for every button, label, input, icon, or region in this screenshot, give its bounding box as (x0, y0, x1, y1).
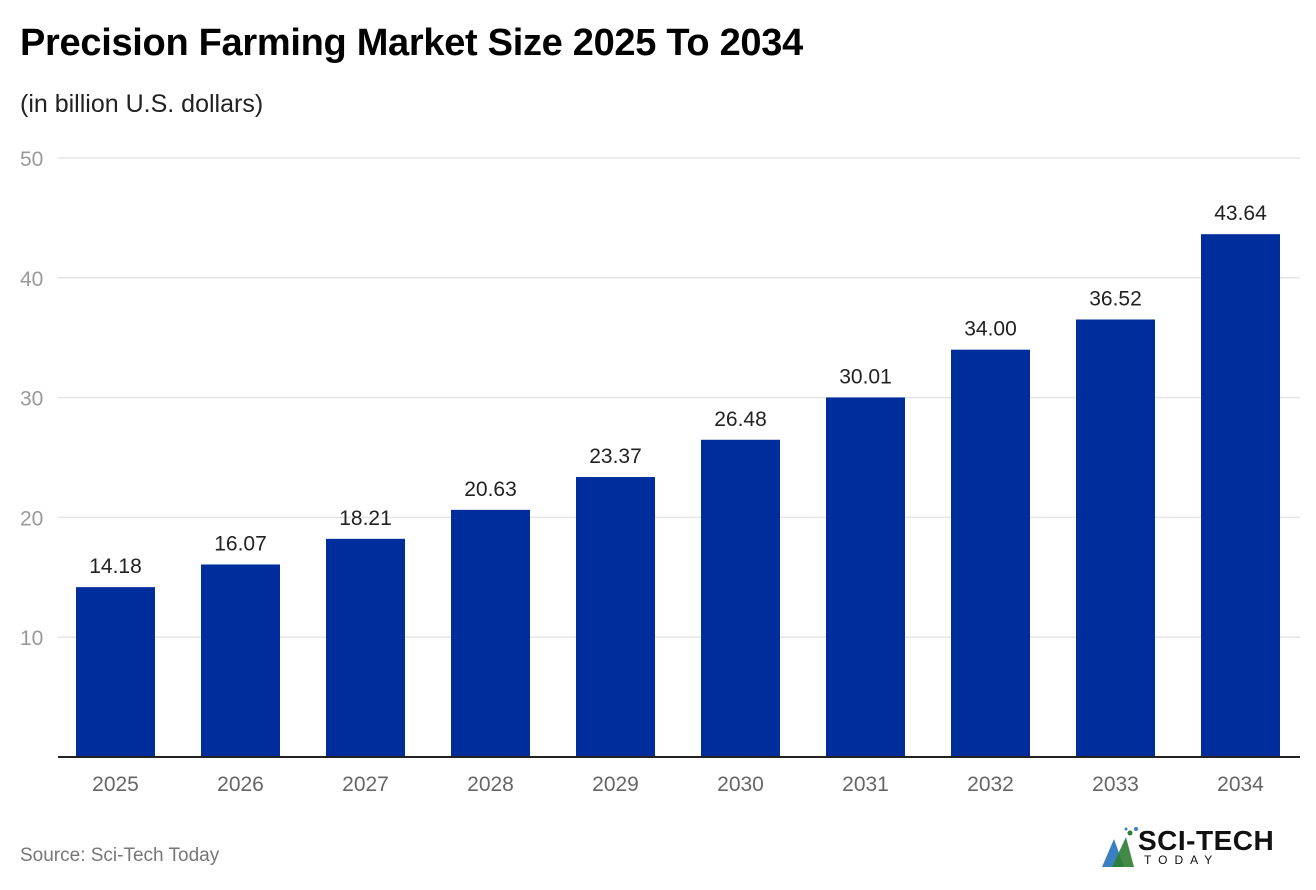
y-tick-label: 30 (20, 388, 43, 411)
y-tick-label: 10 (20, 627, 43, 650)
bar-2032 (951, 349, 1030, 757)
x-tick-label: 2033 (1092, 773, 1139, 796)
sci-tech-today-logo: SCI-TECH TODAY (1100, 825, 1280, 870)
data-label: 36.52 (1089, 287, 1142, 310)
chart-title: Precision Farming Market Size 2025 To 20… (20, 22, 803, 64)
data-label: 20.63 (464, 478, 517, 501)
bar-2025 (76, 587, 155, 757)
x-tick-label: 2029 (592, 773, 639, 796)
x-tick-label: 2028 (467, 773, 514, 796)
logo-text: SCI-TECH (1138, 825, 1275, 856)
source-note: Source: Sci-Tech Today (20, 845, 220, 866)
bar-2033 (1076, 319, 1155, 757)
bar-2029 (576, 477, 655, 757)
x-tick-label: 2025 (92, 773, 139, 796)
data-label: 34.00 (964, 318, 1017, 341)
data-label: 18.21 (339, 507, 392, 530)
y-tick-label: 40 (20, 268, 43, 291)
data-label: 16.07 (214, 532, 267, 555)
logo-subtext: TODAY (1144, 853, 1220, 867)
x-tick-label: 2030 (717, 773, 764, 796)
data-label: 30.01 (839, 365, 892, 388)
x-tick-label: 2027 (342, 773, 389, 796)
x-tick-label: 2032 (967, 773, 1014, 796)
y-tick-label: 20 (20, 507, 43, 530)
bar-2030 (701, 439, 780, 757)
x-tick-label: 2034 (1217, 773, 1264, 796)
data-label: 23.37 (589, 445, 642, 468)
y-tick-label: 50 (20, 148, 43, 171)
data-label: 43.64 (1214, 202, 1267, 225)
bar-2027 (326, 538, 405, 757)
x-tick-label: 2026 (217, 773, 264, 796)
chart-subtitle: (in billion U.S. dollars) (20, 90, 264, 118)
bar-2028 (451, 509, 530, 757)
x-tick-label: 2031 (842, 773, 889, 796)
bar-2034 (1201, 234, 1280, 757)
bar-2031 (826, 397, 905, 757)
bar-2026 (201, 564, 280, 757)
data-label: 26.48 (714, 408, 767, 431)
data-label: 14.18 (89, 555, 142, 578)
logo-icon (1102, 827, 1138, 867)
